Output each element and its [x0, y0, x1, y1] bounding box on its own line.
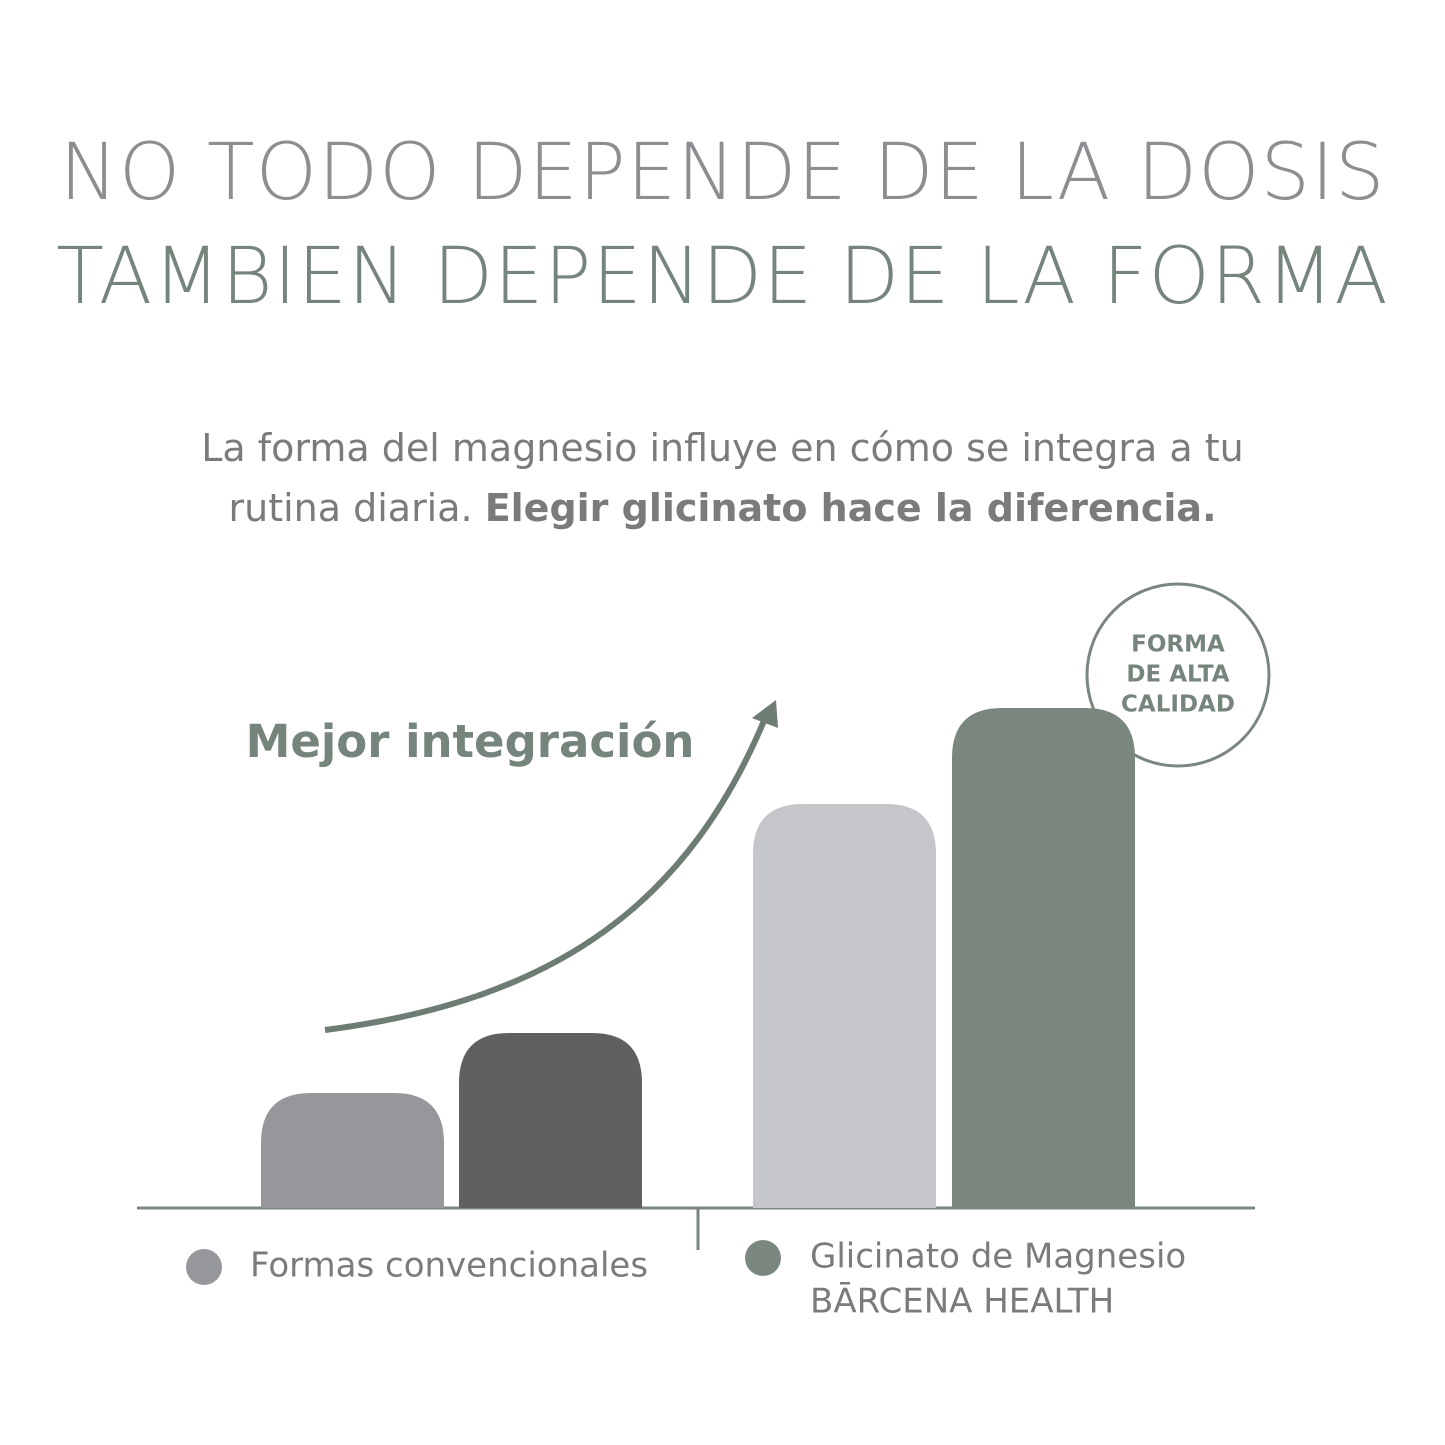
badge-text: DE ALTA	[1126, 662, 1229, 688]
bar	[952, 708, 1135, 1208]
badge-text: CALIDAD	[1121, 692, 1235, 718]
legend-label: Formas convencionales	[250, 1246, 648, 1286]
title-line: TAMBIEN DEPENDE DE LA FORMA	[56, 232, 1389, 322]
legend-dot	[745, 1240, 781, 1276]
bar	[261, 1093, 444, 1208]
bar	[753, 804, 936, 1208]
title-line: NO TODO DEPENDE DE LA DOSIS	[59, 128, 1386, 218]
arrow-head	[752, 700, 778, 728]
subtitle-bold: Elegir glicinato hace la diferencia.	[484, 486, 1217, 530]
badge-text: FORMA	[1131, 632, 1225, 658]
annotation: Mejor integración	[246, 715, 695, 768]
badge	[1085, 582, 1271, 768]
legend-label: BĀRCENA HEALTH	[810, 1282, 1114, 1322]
subtitle: La forma del magnesio influye en cómo se…	[140, 418, 1305, 538]
bar	[459, 1033, 642, 1208]
legend-label: Glicinato de Magnesio	[810, 1237, 1186, 1277]
subtitle-text: La forma del magnesio influye en cómo se…	[201, 426, 1244, 530]
trend-arrow	[324, 714, 769, 1033]
legend-dot	[186, 1249, 222, 1285]
